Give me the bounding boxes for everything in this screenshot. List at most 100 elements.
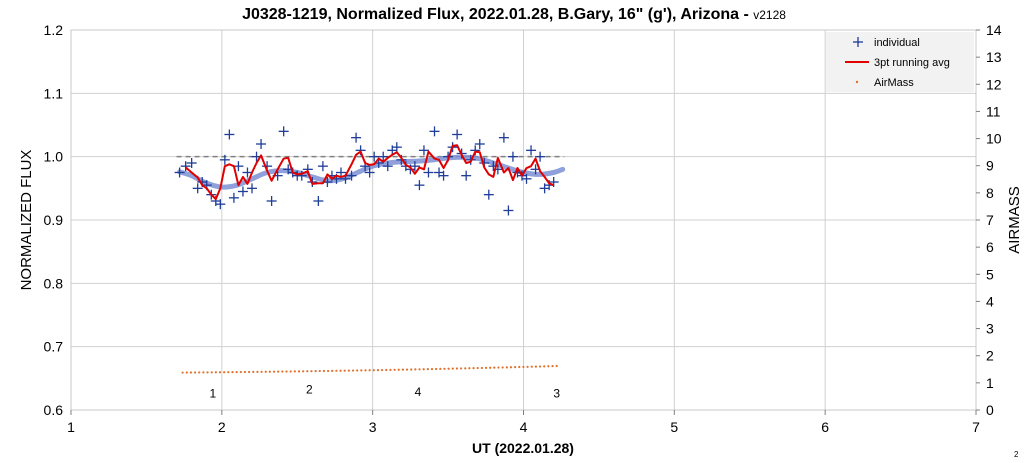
individual-point	[507, 151, 518, 162]
airmass-point	[252, 370, 255, 374]
airmass-point	[430, 367, 434, 371]
legend-individual-label: individual	[874, 37, 920, 49]
airmass-point	[372, 369, 375, 372]
airmass-point	[189, 371, 193, 374]
x-tick-label: 7	[972, 419, 980, 435]
airmass-point	[518, 365, 521, 369]
airmass-point	[272, 370, 276, 373]
airmass-point	[455, 367, 459, 370]
individual-point	[296, 170, 307, 181]
individual-point	[266, 196, 277, 206]
airmass-point	[364, 369, 367, 372]
y2-tick-label: 11	[986, 103, 1001, 119]
airmass-point	[439, 367, 442, 370]
individual-point	[461, 170, 472, 181]
airmass-point	[306, 370, 309, 373]
individual-point	[351, 132, 362, 143]
airmass-point	[393, 368, 396, 371]
legend-airmass-label: AirMass	[874, 77, 914, 89]
y2-tick-label: 1	[986, 375, 994, 391]
legend-running-label: 3pt running avg	[874, 57, 950, 69]
airmass-point	[293, 370, 296, 373]
airmass-point	[376, 369, 380, 372]
y-tick-label: 1.0	[44, 149, 64, 165]
airmass-point	[435, 367, 438, 371]
individual-point	[237, 186, 248, 197]
individual-point	[242, 167, 253, 178]
annotation-label: 2	[306, 383, 313, 397]
airmass-point	[206, 371, 209, 374]
model-curve	[177, 154, 566, 190]
airmass-point	[256, 370, 259, 373]
y-tick-label: 0.8	[44, 275, 64, 291]
airmass-point	[397, 368, 400, 371]
y2-tick-label: 2	[986, 348, 994, 364]
individual-point	[503, 205, 514, 216]
y2-tick-label: 9	[986, 158, 994, 174]
x-tick-label: 6	[821, 419, 829, 435]
airmass-point	[185, 371, 188, 374]
x-tick-label: 4	[520, 419, 528, 435]
chart-title: J0328-1219, Normalized Flux, 2022.01.28,…	[242, 6, 786, 23]
individual-point	[409, 161, 420, 172]
airmass-point	[422, 368, 425, 371]
legend-individual-marker	[853, 37, 863, 47]
airmass-point	[497, 366, 500, 369]
individual-point	[414, 180, 425, 191]
y-axis: 0.6 0.7 0.8 0.9 1.0 1.1 1.2	[44, 22, 64, 418]
airmass-point	[277, 370, 280, 373]
y2-tick-label: 4	[986, 293, 994, 309]
individual-point	[498, 132, 509, 143]
annotation-label: 1	[209, 386, 216, 400]
individual-point	[423, 167, 434, 178]
airmass-point	[476, 366, 479, 370]
individual-point	[364, 167, 375, 178]
y2-tick-label: 7	[986, 212, 994, 228]
y2-tick-label: 12	[986, 76, 1002, 92]
individual-point	[313, 196, 324, 206]
individual-point	[224, 129, 235, 140]
y-tick-label: 0.9	[44, 212, 64, 228]
airmass-point	[480, 366, 483, 370]
annotation-label: 3	[553, 386, 560, 400]
airmass-point	[381, 368, 384, 372]
y-tick-label: 0.6	[44, 402, 64, 418]
legend: individual 3pt running avg AirMass	[826, 32, 974, 92]
airmass-point	[285, 370, 288, 373]
individual-point	[247, 183, 257, 194]
airmass-point	[472, 367, 475, 370]
airmass-point	[514, 366, 517, 369]
airmass-point	[218, 371, 222, 374]
airmass-point	[193, 371, 197, 374]
individual-point	[256, 139, 267, 149]
airmass-point	[235, 370, 238, 374]
airmass-point	[310, 370, 313, 373]
individual-point	[429, 126, 440, 137]
airmass-point	[401, 368, 405, 371]
individual-point	[317, 161, 328, 172]
airmass-point	[289, 370, 292, 373]
individual-point	[174, 167, 185, 178]
airmass-point	[302, 370, 305, 373]
individual-point	[192, 183, 203, 194]
y2-axis-label: AIRMASS	[1006, 186, 1023, 254]
airmass-point	[464, 367, 467, 370]
airmass-point	[410, 368, 413, 371]
individual-point	[346, 170, 357, 181]
individual-point	[391, 142, 402, 153]
airmass-point	[360, 369, 363, 372]
airmass-point	[281, 370, 284, 373]
individual-point	[219, 154, 230, 165]
y-tick-label: 0.7	[44, 339, 64, 355]
airmass-point	[335, 369, 338, 372]
airmass-point	[318, 369, 321, 373]
airmass-point	[426, 368, 429, 371]
airmass-point	[468, 367, 471, 370]
airmass-point	[501, 366, 504, 369]
airmass-point	[331, 369, 334, 372]
x-tick-label: 3	[369, 419, 377, 435]
airmass-point	[526, 365, 529, 368]
y2-tick-label: 0	[986, 402, 994, 418]
airmass-point	[484, 366, 488, 369]
